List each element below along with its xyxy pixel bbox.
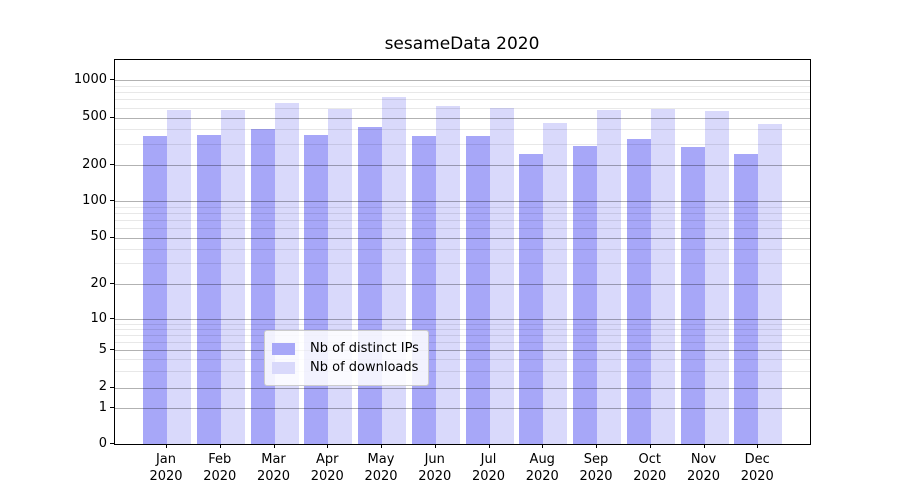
bar-nb-of-distinct-ips-apr-2020 (304, 135, 329, 444)
x-tick-nov-2020 (703, 444, 705, 448)
bar-nb-of-downloads-jul-2020 (489, 108, 514, 444)
x-tick-jun-2020 (434, 444, 436, 448)
y-tick-50 (110, 236, 114, 238)
bar-nb-of-distinct-ips-jun-2020 (411, 136, 436, 444)
x-tick-dec-2020 (757, 444, 759, 448)
x-tick-aug-2020 (542, 444, 544, 448)
plot-area (114, 59, 811, 445)
x-tick-label-jul-2020: Jul 2020 (471, 452, 506, 484)
x-tick-label-feb-2020: Feb 2020 (203, 452, 237, 484)
bar-nb-of-distinct-ips-nov-2020 (680, 146, 705, 444)
bar-nb-of-distinct-ips-mar-2020 (250, 128, 275, 444)
y-tick-500 (110, 116, 114, 118)
y-tick-label-10: 10 (90, 310, 107, 326)
legend-label-downloads: Nb of downloads (310, 360, 419, 375)
x-tick-label-may-2020: May 2020 (364, 452, 398, 484)
legend-row-nb-of-downloads: Nb of downloads (272, 359, 419, 376)
x-tick-label-aug-2020: Aug 2020 (525, 452, 559, 484)
y-tick-10 (110, 318, 114, 319)
x-tick-label-dec-2020: Dec 2020 (740, 452, 774, 484)
y-tick-0 (110, 443, 114, 444)
x-tick-label-mar-2020: Mar 2020 (256, 452, 291, 484)
y-tick-label-0: 0 (98, 435, 107, 451)
bar-nb-of-downloads-oct-2020 (650, 109, 675, 444)
y-tick-20 (110, 283, 114, 284)
legend-swatch-downloads (272, 361, 295, 374)
x-tick-jan-2020 (166, 444, 167, 448)
x-tick-sep-2020 (596, 444, 597, 448)
bar-nb-of-distinct-ips-jul-2020 (465, 136, 490, 444)
y-tick-label-50: 50 (90, 229, 107, 245)
legend-row-nb-of-distinct-ips: Nb of distinct IPs (272, 340, 419, 357)
chart-title: sesameData 2020 (384, 34, 540, 54)
gridline-minor-600 (115, 107, 810, 109)
y-tick-5 (110, 349, 114, 350)
x-tick-label-nov-2020: Nov 2020 (686, 452, 721, 484)
x-tick-mar-2020 (273, 444, 275, 448)
bar-nb-of-distinct-ips-sep-2020 (573, 145, 597, 444)
gridline-minor-800 (115, 92, 810, 94)
legend: Nb of distinct IPs Nb of downloads (264, 330, 429, 386)
y-tick-label-1000: 1000 (73, 71, 107, 87)
bar-nb-of-downloads-sep-2020 (597, 110, 621, 444)
x-tick-may-2020 (381, 444, 382, 448)
x-tick-jul-2020 (488, 444, 490, 448)
legend-label-ips: Nb of distinct IPs (310, 341, 419, 356)
x-tick-label-apr-2020: Apr 2020 (310, 452, 344, 484)
bar-nb-of-downloads-mar-2020 (274, 103, 299, 444)
bar-nb-of-downloads-apr-2020 (328, 108, 353, 444)
gridline-minor-700 (115, 99, 810, 101)
y-tick-label-200: 200 (82, 156, 107, 172)
bar-nb-of-distinct-ips-may-2020 (358, 126, 382, 444)
bar-nb-of-distinct-ips-oct-2020 (626, 139, 651, 444)
x-tick-label-jun-2020: Jun 2020 (418, 452, 452, 484)
bar-nb-of-distinct-ips-dec-2020 (734, 153, 759, 444)
bar-nb-of-downloads-dec-2020 (758, 124, 783, 444)
y-tick-label-5: 5 (98, 341, 107, 357)
x-tick-label-jan-2020: Jan 2020 (149, 452, 183, 484)
y-tick-2 (110, 386, 114, 388)
bar-nb-of-downloads-jun-2020 (435, 106, 460, 444)
bar-nb-of-distinct-ips-jan-2020 (143, 136, 167, 444)
y-tick-label-2: 2 (98, 379, 107, 395)
y-tick-1000 (110, 79, 114, 80)
bar-nb-of-distinct-ips-aug-2020 (519, 153, 544, 444)
bar-nb-of-downloads-may-2020 (382, 96, 406, 444)
x-tick-feb-2020 (219, 444, 221, 448)
legend-swatch-ips (272, 342, 295, 355)
y-tick-label-1: 1 (98, 399, 107, 415)
gridline-minor-900 (115, 85, 810, 87)
bar-nb-of-downloads-jan-2020 (167, 109, 191, 444)
y-tick-label-500: 500 (82, 109, 107, 124)
bar-nb-of-downloads-feb-2020 (220, 109, 245, 444)
bar-nb-of-downloads-nov-2020 (704, 110, 729, 444)
y-tick-label-20: 20 (90, 275, 107, 291)
bar-nb-of-downloads-aug-2020 (543, 123, 568, 444)
x-tick-label-sep-2020: Sep 2020 (579, 452, 613, 484)
y-tick-200 (110, 164, 114, 166)
x-tick-oct-2020 (649, 444, 651, 448)
y-tick-100 (110, 200, 114, 201)
x-tick-label-oct-2020: Oct 2020 (633, 452, 667, 484)
x-tick-apr-2020 (327, 444, 329, 448)
y-tick-label-100: 100 (82, 192, 107, 208)
gridline-major-1000 (115, 80, 810, 81)
y-tick-1 (110, 407, 114, 409)
bar-nb-of-distinct-ips-feb-2020 (196, 135, 221, 444)
